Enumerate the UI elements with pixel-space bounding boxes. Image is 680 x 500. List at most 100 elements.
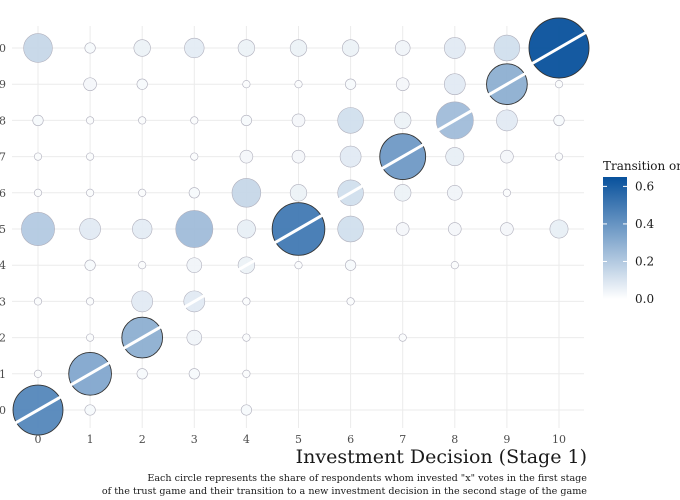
bubble-x6-y7	[339, 145, 362, 168]
caption-line-1: Each circle represents the share of resp…	[147, 473, 587, 484]
bubble-x8-y6	[447, 185, 463, 201]
bubble-x5-y7	[291, 149, 306, 164]
bubble-x4-y10	[237, 39, 256, 57]
diagonal-marker-1	[70, 361, 111, 386]
bubble-x6-y5	[337, 215, 364, 243]
bubble-x0-y3	[33, 297, 43, 306]
y-tick-2: 2	[0, 332, 6, 345]
bubble-x5-y8	[291, 113, 306, 128]
diagonal-marker-10	[531, 31, 587, 65]
bubble-x7-y9	[395, 77, 410, 91]
y-tick-8: 8	[0, 114, 6, 127]
legend-tick-label: 0.0	[635, 292, 654, 306]
bubble-x8-y9	[443, 73, 466, 96]
bubble-x1-y2	[86, 333, 95, 342]
bubble-x2-y8	[138, 116, 147, 125]
bubble-x1-y3	[86, 297, 95, 306]
x-axis-title: Investment Decision (Stage 1)	[296, 446, 587, 468]
x-tick-8: 8	[451, 433, 458, 446]
bubble-x2-y9	[136, 78, 148, 90]
diagonal-marker-4	[237, 259, 256, 271]
bubble-x8-y4	[450, 261, 459, 270]
bubble-x8-y7	[445, 147, 465, 167]
x-tick-3: 3	[191, 433, 198, 446]
x-tick-7: 7	[399, 433, 406, 446]
bubble-x3-y5	[175, 210, 214, 248]
bubble-x1-y9	[83, 77, 97, 91]
bubble-x4-y8	[240, 114, 252, 126]
bubble-x4-y2	[242, 333, 251, 342]
bubble-x0-y8	[32, 114, 44, 126]
bubble-x0-y1	[33, 369, 43, 378]
legend-tick-label: 0.6	[635, 179, 654, 193]
x-tick-1: 1	[87, 433, 94, 446]
y-tick-5: 5	[0, 223, 6, 236]
x-tick-10: 10	[552, 433, 566, 446]
legend-tick-label: 0.4	[635, 217, 654, 231]
bubble-x8-y5	[448, 222, 462, 236]
bubble-x10-y5	[549, 219, 569, 239]
bubble-x9-y5	[500, 222, 514, 236]
diagonal-marker-7	[381, 143, 425, 170]
bubble-x6-y4	[345, 259, 357, 271]
y-tick-3: 3	[0, 295, 6, 308]
bubble-x7-y10	[394, 40, 411, 56]
y-tick-10: 10	[0, 42, 6, 55]
bubble-x8-y10	[443, 37, 466, 59]
bubble-x2-y10	[133, 39, 151, 57]
x-tick-labels: 0 1 2 3 4 5 6 7 8 9 10	[35, 433, 567, 446]
bubble-x4-y9	[242, 80, 251, 89]
y-tick-6: 6	[0, 187, 6, 200]
caption-line-2: of the trust game and their transition t…	[102, 486, 587, 497]
bubble-x0-y5	[21, 212, 55, 246]
bubble-x3-y10	[184, 37, 205, 59]
bubble-x10-y9	[554, 80, 564, 89]
bubble-x2-y3	[131, 290, 154, 313]
bubble-x10-y7	[554, 152, 564, 161]
bubble-x0-y10	[23, 33, 53, 63]
diagonal-marker-2	[123, 325, 162, 350]
bubble-x3-y8	[190, 116, 199, 125]
diagonal-marker-6	[337, 184, 364, 201]
bubble-x9-y7	[500, 149, 514, 164]
bubble-x6-y3	[346, 297, 355, 306]
bubble-x7-y2	[398, 333, 407, 342]
diagonal-marker-8	[437, 109, 473, 132]
bubble-x3-y1	[188, 368, 200, 380]
y-tick-0: 0	[0, 404, 6, 417]
bubble-x1-y5	[79, 218, 101, 240]
diagonal-marker-5	[274, 214, 323, 244]
bubble-x1-y4	[84, 259, 96, 271]
bubble-x2-y6	[138, 188, 147, 197]
x-tick-6: 6	[347, 433, 354, 446]
bubble-x4-y7	[239, 149, 254, 164]
legend-ticks: 0.0 0.2 0.4 0.6	[603, 179, 654, 306]
bubble-x2-y1	[136, 368, 148, 380]
y-tick-7: 7	[0, 151, 6, 164]
bubble-x3-y6	[188, 187, 200, 199]
legend-colorbar	[603, 177, 627, 299]
bubble-x2-y4	[138, 261, 147, 270]
legend-tick-label: 0.2	[635, 254, 654, 268]
bubble-x9-y10	[493, 34, 521, 62]
bubble-x1-y7	[86, 152, 95, 161]
legend-title: Transition on T	[603, 159, 680, 173]
y-tick-labels: 0 1 2 3 4 5 6 7 8 9 10	[0, 42, 6, 417]
x-tick-2: 2	[139, 433, 146, 446]
bubble-x7-y6	[394, 184, 412, 202]
bubble-x2-y5	[132, 218, 153, 240]
bubble-x7-y8	[394, 111, 412, 130]
bubble-x3-y2	[186, 329, 203, 346]
diagonal-marker-3	[183, 294, 205, 309]
bubble-x5-y10	[289, 39, 308, 57]
bubble-x1-y10	[84, 42, 96, 54]
bubble-x5-y6	[289, 184, 308, 202]
bubble-x7-y5	[395, 222, 410, 236]
bubble-x6-y9	[345, 78, 357, 90]
caption: Each circle represents the share of resp…	[102, 473, 587, 497]
bubble-x9-y8	[496, 109, 518, 132]
bubble-x4-y1	[242, 369, 251, 378]
y-tick-4: 4	[0, 259, 6, 272]
bubble-x1-y6	[86, 188, 95, 197]
